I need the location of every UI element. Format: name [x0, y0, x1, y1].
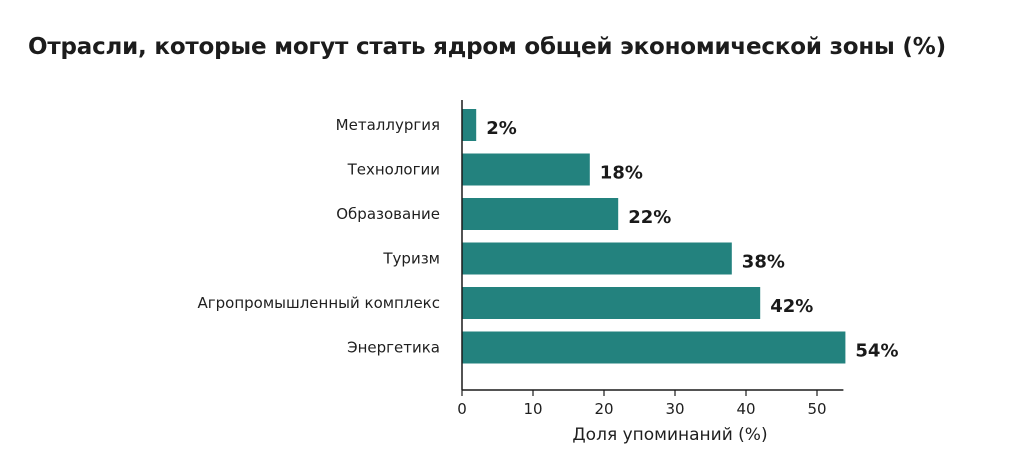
x-tick-label: 50	[807, 400, 826, 418]
x-tick-label: 40	[736, 400, 755, 418]
chart-title: Отрасли, которые могут стать ядром общей…	[28, 34, 946, 60]
value-label: 42%	[770, 296, 813, 317]
category-label: Агропромышленный комплекс	[197, 294, 440, 312]
x-tick-label: 10	[523, 400, 542, 418]
value-label: 18%	[600, 163, 643, 184]
bar	[462, 331, 846, 364]
category-label: Металлургия	[336, 116, 440, 134]
value-label: 54%	[855, 341, 898, 362]
bar	[462, 153, 590, 186]
bar	[462, 198, 619, 230]
x-tick-label: 0	[457, 400, 467, 418]
category-label: Энергетика	[347, 339, 440, 357]
category-label: Технологии	[347, 161, 440, 179]
bar	[462, 109, 477, 141]
bar	[462, 242, 732, 275]
value-label: 38%	[742, 252, 785, 273]
x-tick-label: 20	[594, 400, 613, 418]
bars-layer: Металлургия 2% Технологии 18% Образование 22%…	[197, 109, 898, 364]
x-axis-title: Доля упоминаний (%)	[572, 425, 767, 445]
value-label: 22%	[628, 207, 671, 228]
axes-layer: 0 10 20 30 40 50	[457, 100, 844, 418]
bar	[462, 287, 761, 319]
category-label: Образование	[336, 205, 440, 223]
category-label: Туризм	[382, 250, 440, 268]
x-tick-label: 30	[665, 400, 684, 418]
value-label: 2%	[486, 118, 517, 139]
